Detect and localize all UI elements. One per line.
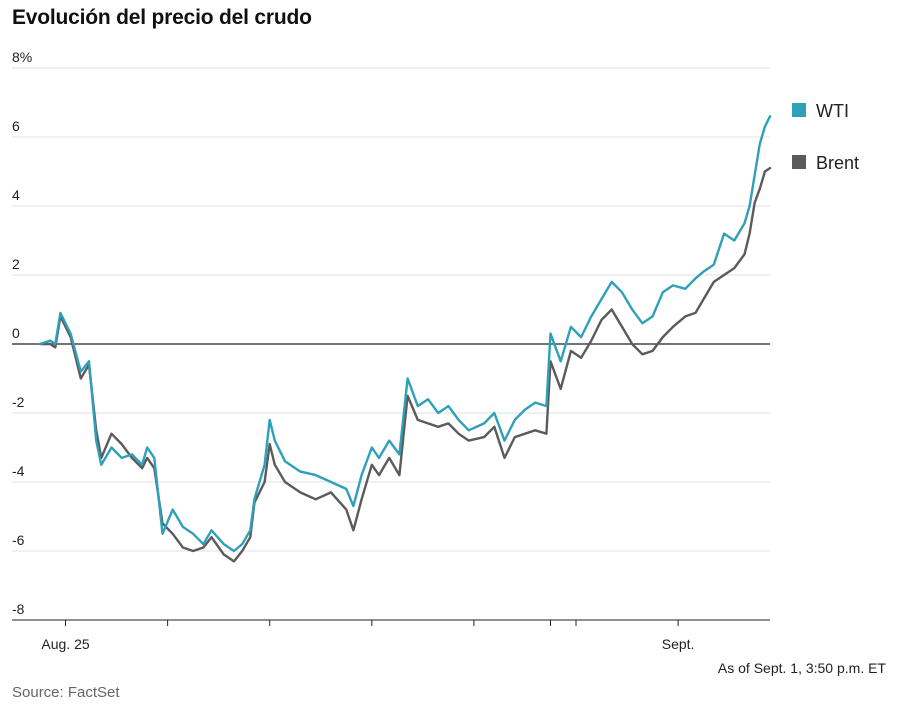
series-line-brent (38, 166, 772, 563)
chart-title: Evolución del precio del crudo (12, 6, 312, 29)
legend-label-brent: Brent (816, 153, 859, 173)
y-tick-label: -6 (12, 532, 25, 548)
source-note: Source: FactSet (12, 684, 120, 701)
y-tick-label: 0 (12, 325, 20, 341)
legend: WTI Brent (792, 101, 859, 173)
series-line-wti (38, 115, 772, 553)
legend-label-wti: WTI (816, 101, 849, 121)
y-tick-label: -4 (12, 463, 25, 479)
y-tick-label: -8 (12, 601, 25, 617)
grid-lines (12, 67, 770, 621)
x-axis: Aug. 25 Sept. (41, 620, 694, 652)
legend-swatch-wti (792, 103, 806, 117)
y-tick-label: 6 (12, 118, 20, 134)
y-tick-label: 4 (12, 187, 20, 203)
y-tick-label: 8% (12, 49, 32, 65)
x-tick-label: Sept. (662, 636, 695, 652)
y-tick-label: 2 (12, 256, 20, 272)
y-axis-ticks: 8% 6 4 2 0 -2 -4 -6 -8 (12, 49, 32, 617)
series-lines (38, 115, 772, 563)
as-of-note: As of Sept. 1, 3:50 p.m. ET (717, 660, 886, 676)
y-tick-label: -2 (12, 394, 25, 410)
legend-swatch-brent (792, 155, 806, 169)
x-tick-label: Aug. 25 (41, 636, 89, 652)
